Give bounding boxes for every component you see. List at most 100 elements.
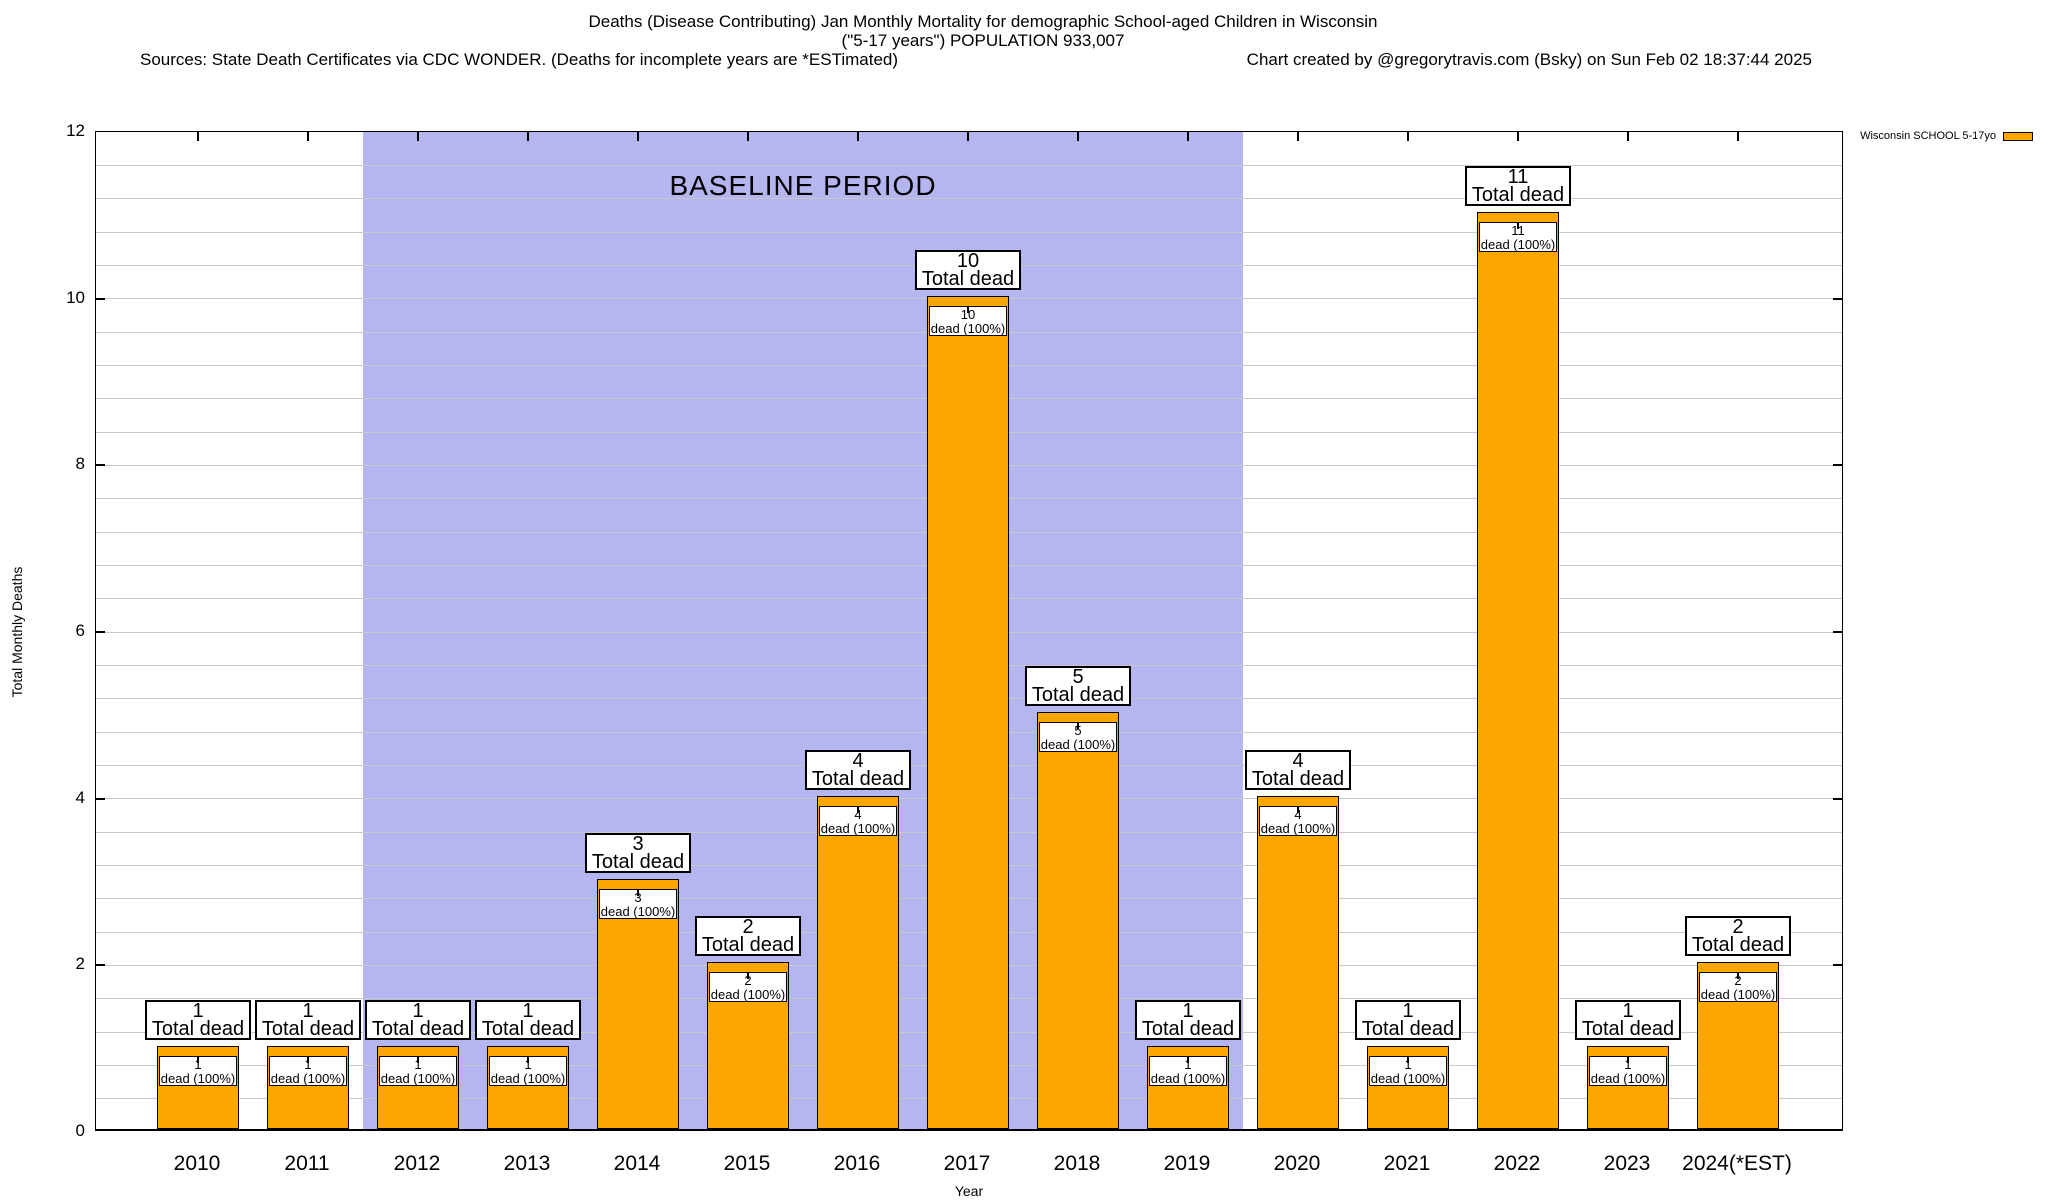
bar-percent-text-2010: dead (100%) (160, 1070, 236, 1086)
total-dead-text-2015: Total dead (701, 934, 795, 957)
x-tick-label-2018: 2018 (1053, 1152, 1101, 1175)
x-tick-label-2012: 2012 (393, 1152, 441, 1175)
bar-value-box-2016: 4 dead (100%) (819, 805, 897, 836)
bar-percent-text-2021: dead (100%) (1370, 1070, 1446, 1086)
total-dead-count-2016: 4 (852, 749, 864, 772)
bar-count-2017: 10 (960, 306, 976, 322)
bar-percent-text-2023: dead (100%) (1590, 1070, 1666, 1086)
total-dead-count-2021: 1 (1402, 999, 1414, 1022)
y-tick-label-0: 0 (75, 1121, 85, 1140)
y-axis-tick (1833, 797, 1842, 800)
x-tick-label-2023: 2023 (1603, 1152, 1651, 1175)
total-dead-count-2019: 1 (1182, 999, 1194, 1022)
total-dead-callout-2011: 1 Total dead (255, 999, 361, 1040)
y-tick-label-4: 4 (75, 787, 85, 807)
bar-percent-text-2014: dead (100%) (600, 904, 676, 919)
bar-value-box-2012: 1 dead (100%) (379, 1055, 457, 1086)
total-dead-count-2020: 4 (1292, 749, 1304, 772)
bar-count-2018: 5 (1074, 723, 1082, 739)
total-dead-callout-2023: 1 Total dead (1575, 999, 1681, 1040)
bar-value-box-2024(*EST): 2 dead (100%) (1699, 972, 1777, 1003)
x-tick-label-2019: 2019 (1163, 1152, 1211, 1175)
bar-count-2020: 4 (1294, 806, 1302, 822)
bar-count-2014: 3 (634, 890, 642, 905)
bar-2016 (817, 795, 899, 1129)
legend-swatch-icon (2003, 131, 2033, 141)
x-axis-top-tick (637, 132, 639, 141)
x-tick-label-2020: 2020 (1273, 1152, 1321, 1175)
y-axis-tick (96, 631, 105, 633)
total-dead-text-2023: Total dead (1581, 1017, 1675, 1040)
gridline (96, 231, 1842, 233)
y-axis-tick (1833, 964, 1842, 967)
x-axis-title: Year (954, 1183, 984, 1199)
x-tick-label-2010: 2010 (173, 1152, 221, 1175)
y-axis-tick (96, 464, 105, 467)
bar-count-2023: 1 (1624, 1056, 1632, 1072)
total-dead-callout-2013: 1 Total dead (475, 999, 581, 1040)
bar-count-2021: 1 (1404, 1056, 1412, 1072)
bar-value-box-2010: 1 dead (100%) (159, 1055, 237, 1086)
total-dead-count-2012: 1 (412, 999, 424, 1022)
total-dead-text-2020: Total dead (1251, 767, 1345, 790)
total-dead-text-2014: Total dead (591, 851, 685, 873)
total-dead-text-2017: Total dead (921, 267, 1015, 290)
bar-count-2012: 1 (414, 1056, 422, 1072)
bar-percent-text-2018: dead (100%) (1040, 737, 1116, 753)
chart-credit-note: Chart created by @gregorytravis.com (Bsk… (1246, 50, 1812, 69)
bar-value-box-2021: 1 dead (100%) (1369, 1055, 1447, 1086)
bar-percent-text-2024(*EST): dead (100%) (1700, 987, 1776, 1003)
gridline (96, 198, 1842, 200)
total-dead-callout-2021: 1 Total dead (1355, 999, 1461, 1040)
bar-value-pointer-tick (527, 1055, 529, 1063)
x-tick-label-2017: 2017 (943, 1152, 991, 1175)
bar-2018 (1037, 712, 1119, 1129)
x-axis-top-tick (307, 132, 309, 141)
bar-percent-text-2022: dead (100%) (1480, 237, 1556, 253)
x-tick-label-2011: 2011 (284, 1152, 330, 1175)
bar-2017 (927, 295, 1009, 1129)
bar-value-pointer-tick (1407, 1055, 1409, 1063)
total-dead-count-2010: 1 (192, 999, 204, 1022)
total-dead-text-2011: Total dead (261, 1017, 355, 1040)
bar-percent-text-2019: dead (100%) (1150, 1070, 1226, 1086)
y-axis-tick (96, 297, 105, 300)
total-dead-text-2024(*EST): Total dead (1691, 934, 1785, 957)
x-tick-label-2014: 2014 (613, 1152, 661, 1175)
total-dead-text-2012: Total dead (371, 1017, 465, 1040)
bar-value-box-2018: 5 dead (100%) (1039, 722, 1117, 753)
bar-count-2019: 1 (1184, 1056, 1192, 1072)
chart-legend: Wisconsin SCHOOL 5-17yo (1860, 130, 2033, 142)
bar-percent-text-2015: dead (100%) (710, 987, 786, 1003)
bar-value-box-2011: 1 dead (100%) (269, 1055, 347, 1086)
bar-percent-text-2013: dead (100%) (490, 1070, 566, 1086)
total-dead-count-2018: 5 (1072, 666, 1084, 689)
x-axis-top-tick (857, 132, 859, 141)
bar-value-pointer-tick (307, 1055, 309, 1063)
bar-count-2010: 1 (194, 1056, 202, 1072)
x-tick-label-2015: 2015 (723, 1152, 771, 1175)
bar-value-pointer-tick (417, 1055, 419, 1063)
bar-value-box-2022: 11 dead (100%) (1479, 222, 1557, 253)
x-axis-top-tick (417, 132, 419, 141)
bar-value-pointer-tick (1077, 722, 1079, 730)
total-dead-count-2011: 1 (302, 999, 314, 1022)
bar-value-box-2013: 1 dead (100%) (489, 1055, 567, 1086)
total-dead-callout-2017: 10 Total dead (915, 249, 1021, 290)
x-axis-top-tick (527, 132, 529, 141)
chart-title-line1: Deaths (Disease Contributing) Jan Monthl… (588, 12, 1378, 31)
total-dead-count-2024(*EST): 2 (1732, 916, 1744, 939)
total-dead-text-2018: Total dead (1031, 684, 1125, 707)
bar-value-pointer-tick (1187, 1055, 1189, 1063)
x-axis-top-tick (747, 132, 749, 141)
x-axis-top-tick (1627, 132, 1629, 141)
total-dead-callout-2020: 4 Total dead (1245, 749, 1351, 790)
bar-value-box-2017: 10 dead (100%) (929, 305, 1007, 336)
total-dead-count-2014: 3 (632, 833, 644, 855)
total-dead-text-2016: Total dead (811, 767, 905, 790)
x-tick-label-2021: 2021 (1383, 1152, 1431, 1175)
bar-count-2015: 2 (744, 973, 752, 989)
total-dead-callout-2018: 5 Total dead (1025, 666, 1131, 707)
bar-value-pointer-tick (1297, 805, 1299, 813)
bar-count-2016: 4 (854, 806, 862, 822)
